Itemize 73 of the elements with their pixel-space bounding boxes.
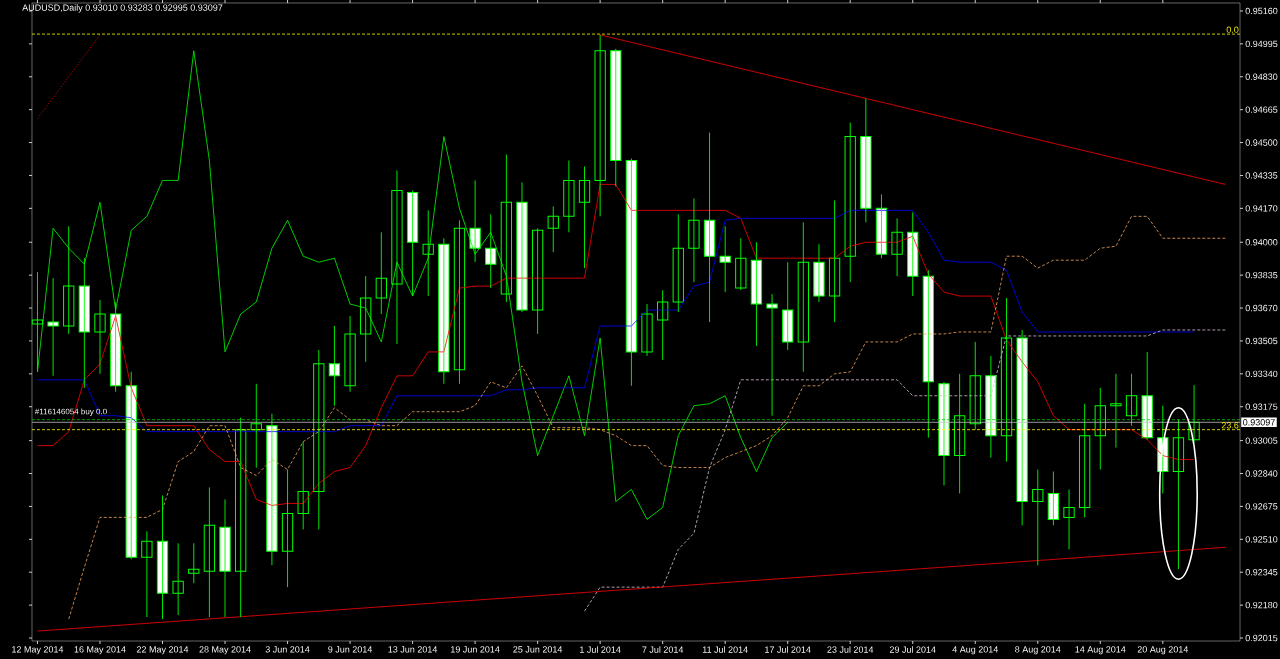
y-tick-label: 0.94995 <box>1245 40 1278 48</box>
candlestick <box>969 341 981 431</box>
y-tick-label: 0.93005 <box>1245 437 1278 444</box>
y-tick-label: 0.92675 <box>1245 503 1278 510</box>
x-tick-label: 16 May 2014 <box>74 646 126 655</box>
candlestick <box>1110 373 1122 449</box>
x-tick-label: 3 Jun 2014 <box>265 646 310 653</box>
y-tick-label: 0.93175 <box>1245 403 1278 410</box>
annotation: 0.0 <box>1226 26 1239 33</box>
candlestick <box>719 225 731 293</box>
candlestick <box>641 303 653 357</box>
candlestick <box>672 213 684 313</box>
y-tick-label: 0.94500 <box>1245 139 1278 146</box>
x-tick-label: 19 Jun 2014 <box>451 646 500 653</box>
y-tick-label: 0.92345 <box>1245 569 1278 576</box>
candlestick <box>735 237 747 291</box>
y-tick-label: 0.94665 <box>1245 106 1278 113</box>
candlestick <box>94 299 106 375</box>
candlestick <box>1141 351 1153 441</box>
y-tick-label: 0.94335 <box>1245 172 1278 179</box>
x-tick-label: 7 Jul 2014 <box>642 646 684 653</box>
candlestick <box>907 211 919 297</box>
y-tick-label: 0.95160 <box>1245 7 1278 15</box>
x-tick-label: 14 Aug 2014 <box>1075 646 1126 655</box>
candlestick <box>766 293 778 417</box>
chart-title: AUDUSD,Daily 0.93010 0.93283 0.92995 0.93097 <box>22 4 223 13</box>
candlestick <box>860 98 872 223</box>
y-tick-label: 0.92180 <box>1245 601 1278 609</box>
candlestick <box>125 371 137 560</box>
candlestick <box>375 231 387 315</box>
x-tick-label: 25 Jun 2014 <box>513 646 563 653</box>
x-tick-label: 4 Aug 2014 <box>952 646 998 655</box>
candlestick <box>360 275 372 363</box>
candlestick <box>188 542 200 584</box>
candlestick <box>782 261 794 351</box>
y-tick-label: 0.92840 <box>1245 470 1278 477</box>
x-tick-label: 29 Jul 2014 <box>889 646 936 653</box>
y-tick-label: 0.93505 <box>1245 337 1278 345</box>
y-tick-label: 0.93340 <box>1245 370 1278 378</box>
y-tick-label: 0.92015 <box>1245 634 1278 642</box>
x-tick-label: 20 Aug 2014 <box>1137 646 1189 655</box>
candlestick <box>250 383 262 468</box>
candlestick <box>47 277 59 377</box>
candlestick <box>78 257 91 389</box>
x-tick-label: 9 Jun 2014 <box>328 646 373 653</box>
y-tick-label: 0.94830 <box>1245 73 1278 80</box>
y-tick-label: 0.92510 <box>1245 536 1278 543</box>
x-tick-label: 11 Jul 2014 <box>702 646 748 653</box>
y-tick-label: 0.94000 <box>1245 239 1278 246</box>
x-tick-label: 12 May 2014 <box>12 646 64 655</box>
candlestick <box>485 213 497 289</box>
x-tick-label: 1 Jul 2014 <box>580 646 621 653</box>
x-tick-label: 23 Jul 2014 <box>827 646 874 653</box>
candlestick <box>844 122 856 283</box>
ref-line-label: 0.93097 <box>1243 419 1275 426</box>
candlestick <box>313 349 325 530</box>
x-tick-label: 13 Jun 2014 <box>388 646 438 653</box>
x-tick-label: 8 Aug 2014 <box>1015 646 1061 655</box>
x-tick-label: 22 May 2014 <box>136 646 189 655</box>
y-tick-label: 0.93670 <box>1245 304 1278 312</box>
candlestick <box>297 441 309 530</box>
y-tick-label: 0.94170 <box>1245 205 1278 212</box>
y-tick-label: 0.93835 <box>1245 271 1278 279</box>
candlestick <box>438 237 450 385</box>
candlestick <box>63 225 75 335</box>
candlestick <box>422 209 434 297</box>
candlestick <box>1032 469 1044 566</box>
annotation: 23.6 <box>1221 422 1239 429</box>
candlestick <box>610 48 622 187</box>
x-tick-label: 28 May 2014 <box>199 646 251 655</box>
x-tick-label: 17 Jul 2014 <box>765 646 811 653</box>
candlestick <box>547 205 559 253</box>
ref-line-label: #116146054 buy 0.0 <box>34 408 107 416</box>
